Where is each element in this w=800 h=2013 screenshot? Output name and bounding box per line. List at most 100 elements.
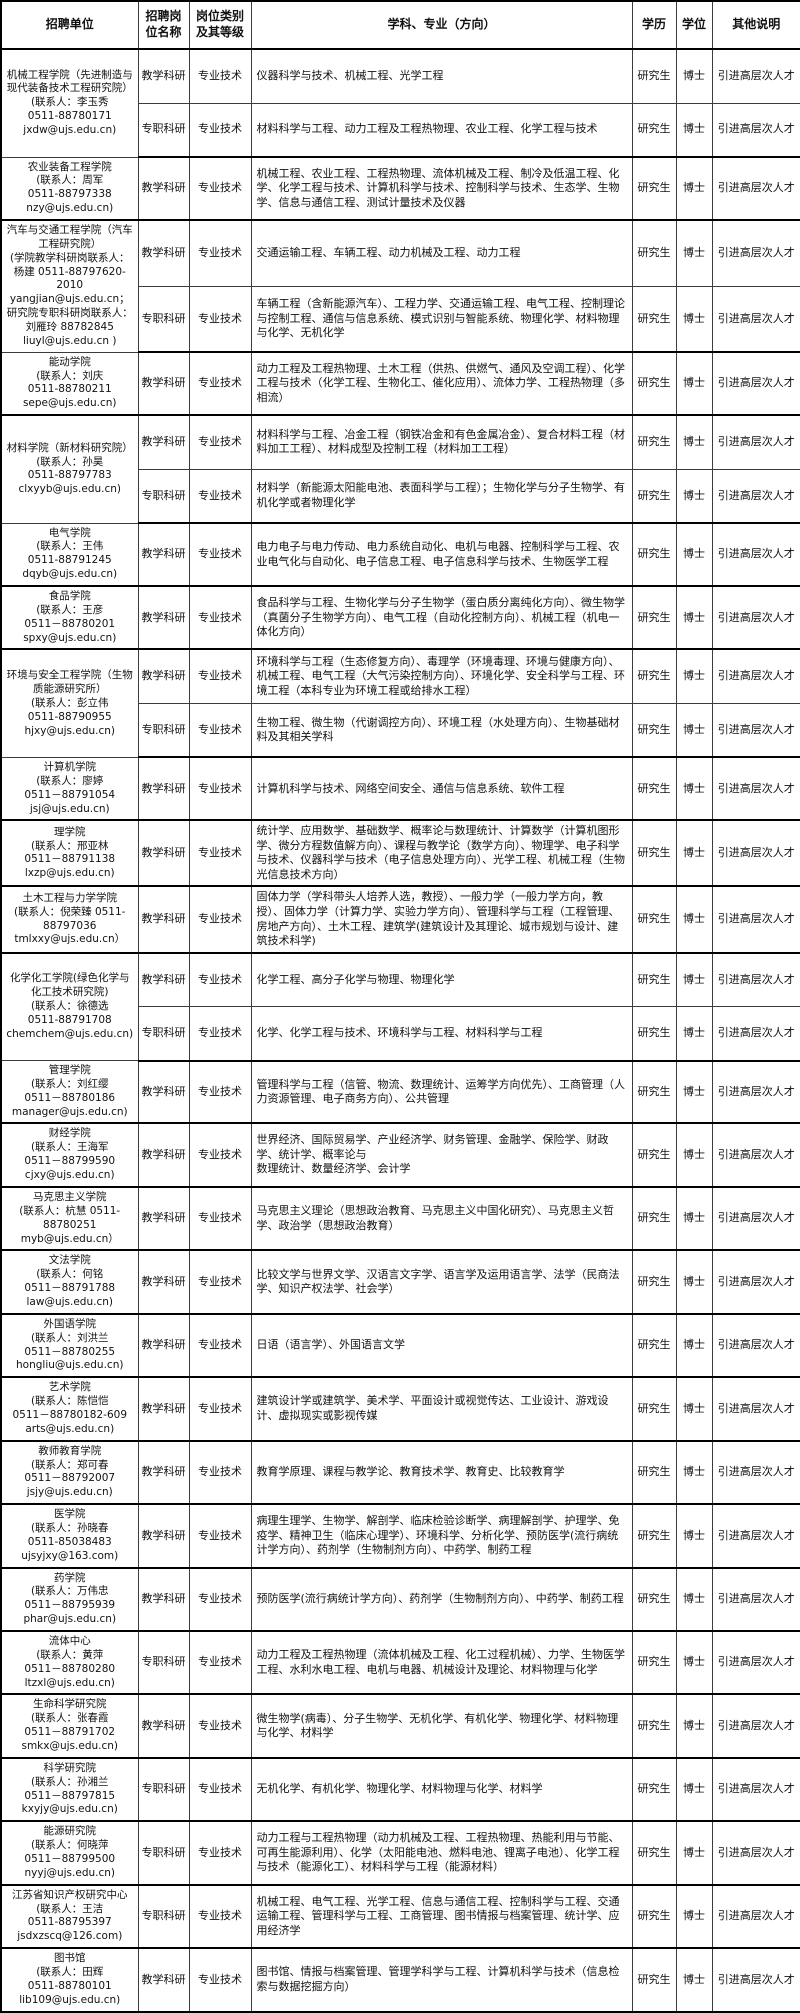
post-category-cell: 专业技术 — [188, 585, 252, 651]
table-row: 材料学院（新材料研究院） (联系人：孙昊 0511-88797783 clxyy… — [0, 414, 800, 524]
degree-cell: 博士 — [675, 819, 713, 888]
note-cell: 引进高层次人才 — [711, 285, 800, 354]
note-cell: 引进高层次人才 — [711, 756, 800, 822]
table-row: 计算机学院 (联系人：廖婷 0511－88791054 jsj@ujs.edu.… — [0, 756, 800, 822]
table-row: 流体中心 (联系人：黄萍 0511－88780280 ltzxl@ujs.edu… — [0, 1630, 800, 1696]
education-cell: 研究生 — [631, 48, 677, 104]
note-cell: 引进高层次人才 — [711, 1186, 800, 1252]
post-category-cell: 专业技术 — [188, 1376, 252, 1442]
note-cell: 引进高层次人才 — [711, 1630, 800, 1696]
post-category-cell: 专业技术 — [188, 1820, 252, 1886]
education-cell: 研究生 — [631, 1376, 677, 1442]
degree-cell: 博士 — [675, 1006, 713, 1062]
note-cell: 引进高层次人才 — [711, 468, 800, 525]
note-cell: 引进高层次人才 — [711, 648, 800, 704]
note-cell: 引进高层次人才 — [711, 522, 800, 588]
degree-cell: 博士 — [675, 414, 713, 470]
education-cell: 研究生 — [631, 756, 677, 822]
majors-cell: 无机化学、有机化学、物理化学、材料物理与化学、材料学 — [250, 1757, 633, 1823]
unit-cell: 汽车与交通工程学院（汽车 工程研究院） (学院教学科研岗联系人： 杨建 0511… — [0, 219, 139, 353]
post-name-cell: 教学科研 — [137, 156, 190, 221]
post-category-cell: 专业技术 — [188, 1567, 252, 1632]
degree-cell: 博士 — [675, 1503, 713, 1569]
table-row: 专职科研 专业技术 化学、化学工程与技术、环境科学与工程、材料科学与工程 研究生 博士引… — [1, 1006, 800, 1062]
post-category-cell: 专业技术 — [188, 1693, 252, 1759]
note-cell: 引进高层次人才 — [711, 1440, 800, 1506]
table-row: 马克思主义学院 (联系人：杭慧 0511- 88780251 myb@ujs.e… — [0, 1186, 800, 1252]
table-row: 环境与安全工程学院（生物 质能源研究所） (联系人：彭立伟 0511-88790… — [0, 648, 800, 758]
unit-cell: 理学院 (联系人：邢亚林 0511－88791138 lxzp@ujs.edu.… — [0, 819, 139, 888]
note-cell: 引进高层次人才 — [711, 1376, 800, 1442]
post-category-cell: 专业技术 — [188, 1313, 252, 1379]
table-row: 医学院 (联系人：孙晓春 0511-85038483 ujsyjxy@163.c… — [0, 1503, 800, 1569]
note-cell: 引进高层次人才 — [711, 819, 800, 888]
post-name-cell: 专职科研 — [137, 702, 190, 759]
degree-cell: 博士 — [675, 102, 713, 158]
post-name-cell: 教学科研 — [137, 1186, 190, 1252]
note-cell: 引进高层次人才 — [711, 885, 800, 954]
header-post-category: 岗位类别 及其等级 — [188, 0, 252, 50]
note-cell: 引进高层次人才 — [711, 1947, 800, 2013]
degree-cell: 博士 — [675, 1820, 713, 1886]
post-name-cell: 专职科研 — [137, 285, 190, 354]
majors-cell: 马克思主义理论（思想政治教育、马克思主义中国化研究）、马克思主义哲学、政治学（思… — [250, 1186, 633, 1252]
header-majors: 学科、专业（方向） — [250, 0, 633, 50]
post-name-cell: 专职科研 — [137, 1820, 190, 1886]
unit-cell: 财经学院 (联系人：王海军 0511－88799590 cjxy@ujs.edu… — [0, 1122, 139, 1188]
education-cell: 研究生 — [631, 1313, 677, 1379]
post-name-cell: 教学科研 — [137, 522, 190, 588]
table-row: 管理学院 (联系人：刘红缨 0511－88780186 manager@ujs.… — [0, 1060, 800, 1125]
note-cell: 引进高层次人才 — [711, 1122, 800, 1188]
note-cell: 引进高层次人才 — [711, 1313, 800, 1379]
post-category-cell: 专业技术 — [188, 1630, 252, 1696]
degree-cell: 博士 — [675, 1440, 713, 1506]
post-category-cell: 专业技术 — [188, 468, 252, 525]
majors-cell: 微生物学(病毒）、分子生物学、无机化学、有机化学、物理化学、材料物理与化学、材料… — [250, 1693, 633, 1759]
post-category-cell: 专业技术 — [188, 102, 252, 158]
majors-cell: 世界经济、国际贸易学、产业经济学、财务管理、金融学、保险学、财政学、统计学、概率… — [250, 1122, 633, 1188]
unit-cell: 科学研究院 (联系人：孙湘兰 0511－88797815 kxyjy@ujs.e… — [0, 1757, 139, 1823]
majors-cell: 材料学（新能源太阳能电池、表面科学与工程）；生物化学与分子生物学、有机化学或者物… — [250, 468, 633, 525]
degree-cell: 博士 — [675, 1186, 713, 1252]
table-row: 艺术学院 (联系人：陈恺恺 0511－88780182-609 arts@ujs… — [0, 1376, 800, 1442]
post-category-cell: 专业技术 — [188, 351, 252, 417]
education-cell: 研究生 — [631, 1820, 677, 1886]
post-name-cell: 教学科研 — [137, 1313, 190, 1379]
majors-cell: 计算机科学与技术、网络空间安全、通信与信息系统、软件工程 — [250, 756, 633, 822]
post-name-cell: 教学科研 — [137, 1503, 190, 1569]
degree-cell: 博士 — [675, 1060, 713, 1125]
degree-cell: 博士 — [675, 1567, 713, 1632]
majors-cell: 交通运输工程、车辆工程、动力机械及工程、动力工程 — [250, 219, 633, 287]
unit-cell: 能动学院 (联系人：刘庆 0511-88780211 sepe@ujs.edu.… — [0, 351, 139, 417]
table-row: 食品学院 (联系人：王彦 0511－88780201 spxy@ujs.edu.… — [0, 585, 800, 651]
majors-cell: 建筑设计学或建筑学、美术学、平面设计或视觉传达、工业设计、游戏设计、虚拟现实或影… — [250, 1376, 633, 1442]
table-row: 汽车与交通工程学院（汽车 工程研究院） (学院教学科研岗联系人： 杨建 0511… — [0, 219, 800, 353]
post-name-cell: 教学科研 — [137, 1376, 190, 1442]
degree-cell: 博士 — [675, 1313, 713, 1379]
table-row: 文法学院 (联系人：何铭 0511－88791788 law@ujs.edu.c… — [0, 1249, 800, 1315]
majors-cell: 病理生理学、生物学、解剖学、临床检验诊断学、病理解剖学、护理学、免疫学、精神卫生… — [250, 1503, 633, 1569]
post-category-cell: 专业技术 — [188, 1757, 252, 1823]
note-cell: 引进高层次人才 — [711, 1884, 800, 1950]
post-category-cell: 专业技术 — [188, 1060, 252, 1125]
majors-cell: 生物工程、微生物（代谢调控方向）、环境工程（水处理方向）、生物基础材料及其相关学… — [250, 702, 633, 759]
unit-cell: 医学院 (联系人：孙晓春 0511-85038483 ujsyjxy@163.c… — [0, 1503, 139, 1569]
post-name-cell: 教学科研 — [137, 1693, 190, 1759]
note-cell: 引进高层次人才 — [711, 585, 800, 651]
unit-cell: 食品学院 (联系人：王彦 0511－88780201 spxy@ujs.edu.… — [0, 585, 139, 651]
education-cell: 研究生 — [631, 414, 677, 470]
header-unit: 招聘单位 — [0, 0, 139, 50]
note-cell: 引进高层次人才 — [711, 48, 800, 104]
header-row: 招聘单位 招聘岗 位名称 岗位类别 及其等级 学科、专业（方向） 学历 学位 其… — [0, 0, 800, 50]
post-name-cell: 教学科研 — [137, 952, 190, 1008]
post-category-cell: 专业技术 — [188, 1503, 252, 1569]
table-row: 专职科研 专业技术 生物工程、微生物（代谢调控方向）、环境工程（水处理方向）、生物基… — [1, 702, 800, 759]
degree-cell: 博士 — [675, 1630, 713, 1696]
education-cell: 研究生 — [631, 351, 677, 417]
table-row: 财经学院 (联系人：王海军 0511－88799590 cjxy@ujs.edu… — [0, 1122, 800, 1188]
note-cell: 引进高层次人才 — [711, 156, 800, 221]
header-degree: 学位 — [675, 0, 713, 50]
table-row: 教师教育学院 (联系人：郑可春 0511－88792007 jsjy@ujs.e… — [0, 1440, 800, 1506]
